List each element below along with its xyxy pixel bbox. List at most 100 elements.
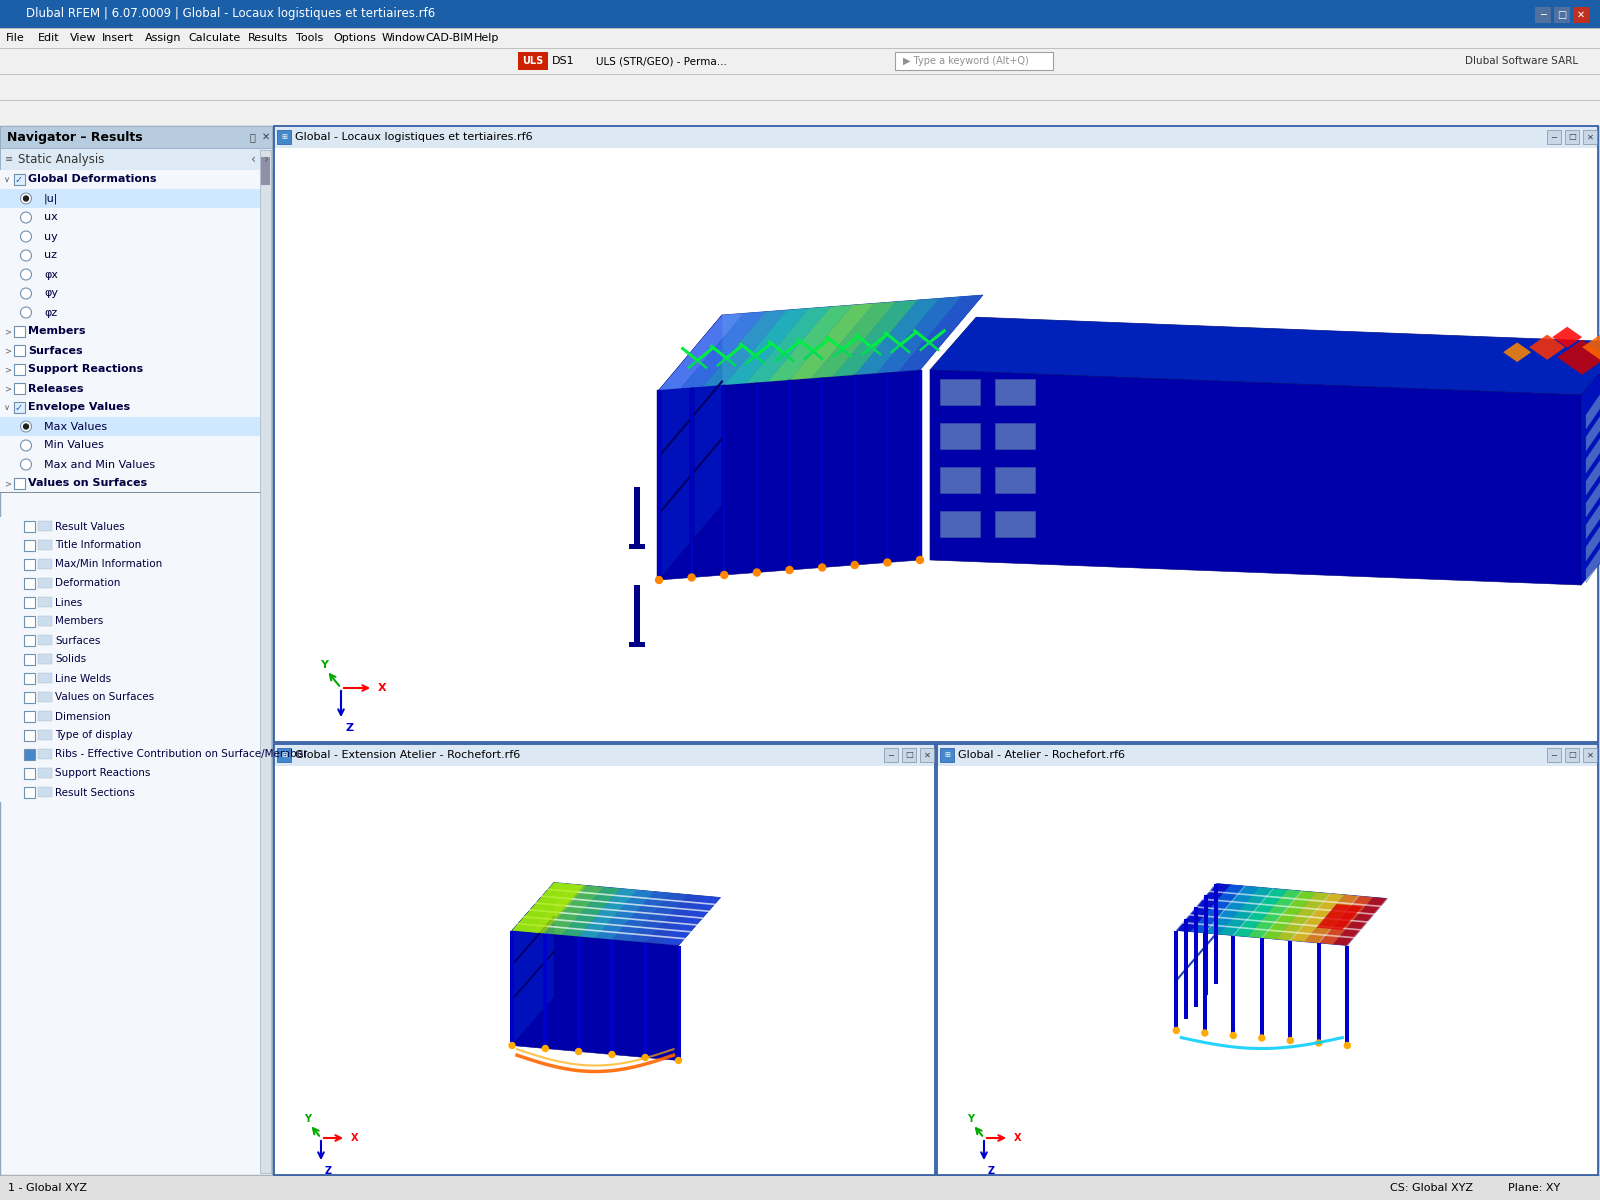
Bar <box>24 673 35 684</box>
Bar <box>1203 934 1206 1033</box>
Bar <box>918 370 922 560</box>
Text: Max and Min Values: Max and Min Values <box>45 460 155 469</box>
Text: ‹: ‹ <box>251 152 256 166</box>
Polygon shape <box>725 308 810 385</box>
Bar <box>0 188 259 208</box>
Text: ✕: ✕ <box>923 750 931 760</box>
Bar <box>277 748 291 762</box>
Text: ─: ─ <box>1552 132 1557 142</box>
Polygon shape <box>854 299 939 374</box>
Bar <box>274 744 934 766</box>
Bar <box>1214 883 1218 984</box>
Bar <box>634 584 640 646</box>
Text: Solids: Solids <box>54 654 86 665</box>
Bar <box>1346 946 1349 1045</box>
Text: Global - Locaux logistiques et tertiaires.rf6: Global - Locaux logistiques et tertiaire… <box>294 132 533 142</box>
Text: Results: Results <box>248 32 288 43</box>
Bar <box>0 670 259 688</box>
Bar <box>0 398 259 416</box>
Bar <box>0 126 1600 1175</box>
Text: ux: ux <box>45 212 58 222</box>
Bar <box>0 74 1600 100</box>
Bar <box>634 487 640 547</box>
Polygon shape <box>595 890 654 940</box>
Polygon shape <box>611 892 670 941</box>
Bar <box>38 749 51 758</box>
Text: ULS (STR/GEO) - Perma...: ULS (STR/GEO) - Perma... <box>595 56 726 66</box>
Polygon shape <box>1304 895 1358 943</box>
Polygon shape <box>1190 884 1245 934</box>
Polygon shape <box>512 930 678 1061</box>
Bar <box>1565 748 1579 762</box>
Text: ✕: ✕ <box>1578 10 1586 20</box>
Bar <box>14 364 26 374</box>
Circle shape <box>851 562 858 569</box>
Text: ✕: ✕ <box>262 132 270 142</box>
Bar <box>938 744 1598 1175</box>
Bar <box>629 642 645 647</box>
Text: □: □ <box>1568 132 1576 142</box>
Bar <box>0 688 259 707</box>
Polygon shape <box>1586 362 1600 428</box>
Polygon shape <box>680 312 765 389</box>
Bar <box>995 422 1035 449</box>
Polygon shape <box>1586 384 1600 451</box>
Bar <box>1554 7 1570 23</box>
Polygon shape <box>930 370 1581 584</box>
Text: ✕: ✕ <box>1587 132 1594 142</box>
Bar <box>610 940 614 1055</box>
Bar <box>277 130 291 144</box>
Circle shape <box>1288 1038 1293 1044</box>
Circle shape <box>688 574 694 581</box>
Polygon shape <box>877 296 962 373</box>
Bar <box>1573 7 1589 23</box>
Text: Type of display: Type of display <box>54 731 133 740</box>
Text: View: View <box>70 32 96 43</box>
Text: Support Reactions: Support Reactions <box>54 768 150 779</box>
Bar <box>0 0 1600 28</box>
Polygon shape <box>1219 887 1274 936</box>
Bar <box>0 1175 1600 1200</box>
Circle shape <box>675 1057 682 1063</box>
Bar <box>0 379 259 398</box>
Bar <box>0 100 1600 126</box>
Bar <box>38 654 51 664</box>
Text: ›: › <box>264 152 269 166</box>
Polygon shape <box>546 886 603 935</box>
Polygon shape <box>834 300 918 377</box>
Text: Z: Z <box>346 722 354 733</box>
Bar <box>38 710 51 721</box>
Text: ⊞: ⊞ <box>282 134 286 140</box>
Bar <box>0 492 272 493</box>
Text: 1 - Global XYZ: 1 - Global XYZ <box>8 1183 86 1193</box>
Text: φy: φy <box>45 288 58 299</box>
Circle shape <box>1259 1034 1264 1040</box>
Polygon shape <box>1277 893 1330 941</box>
Circle shape <box>1173 1027 1179 1033</box>
Polygon shape <box>1586 516 1600 583</box>
Bar <box>1194 907 1198 1007</box>
Circle shape <box>21 421 32 432</box>
Bar <box>0 764 259 782</box>
Text: File: File <box>6 32 24 43</box>
Bar <box>853 374 856 565</box>
Text: ✓: ✓ <box>14 174 22 185</box>
Text: 🗗: 🗗 <box>250 132 254 142</box>
Polygon shape <box>512 882 554 1045</box>
Text: Surfaces: Surfaces <box>29 346 83 355</box>
Polygon shape <box>1504 342 1531 362</box>
Text: Max Values: Max Values <box>45 421 107 432</box>
Polygon shape <box>746 307 830 383</box>
Bar <box>677 946 680 1061</box>
Bar <box>24 559 35 570</box>
Text: Assign: Assign <box>146 32 181 43</box>
Text: X: X <box>350 1133 358 1142</box>
Circle shape <box>21 269 32 280</box>
Bar <box>24 787 35 798</box>
Text: Deformation: Deformation <box>54 578 120 588</box>
Bar <box>894 52 1053 70</box>
Text: >: > <box>3 384 11 392</box>
Bar <box>0 593 259 612</box>
Bar <box>1288 941 1293 1040</box>
Bar <box>0 782 259 802</box>
